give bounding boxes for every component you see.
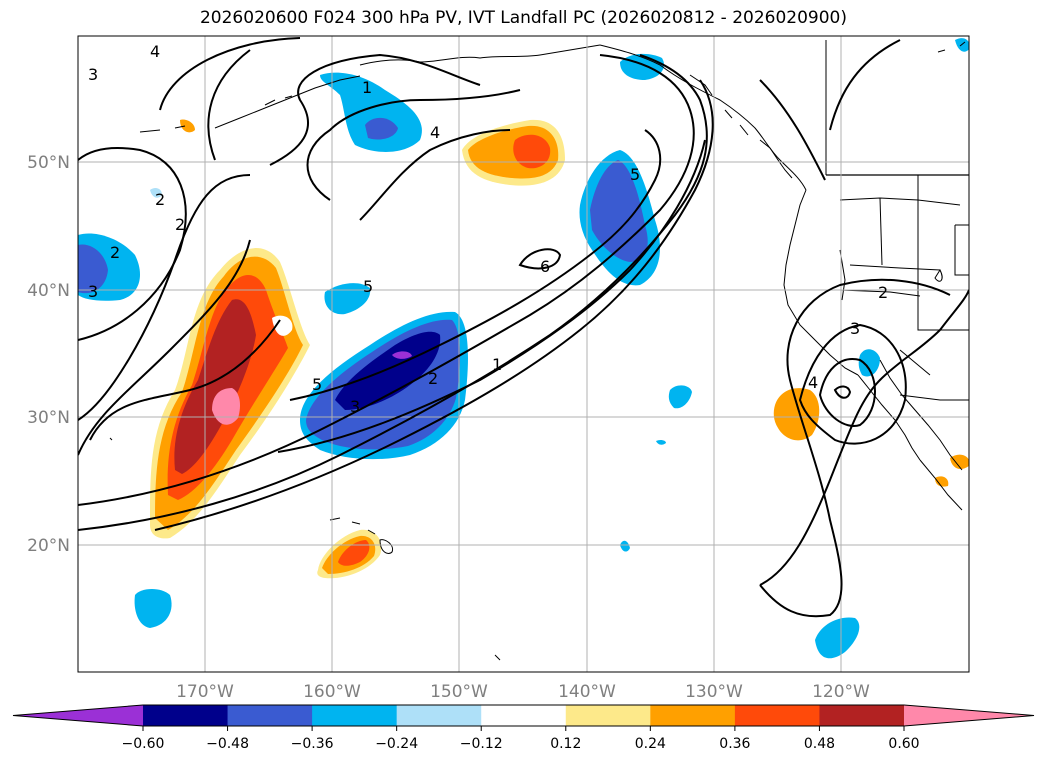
- contour-label: 1: [362, 78, 372, 97]
- contour-label: 5: [630, 165, 640, 184]
- colorbar-tick-label: 0.48: [804, 736, 835, 752]
- contour-label: 5: [363, 277, 373, 296]
- map-frame: [77, 35, 970, 673]
- lon-label-150w: 150°W: [430, 682, 488, 702]
- pv-anomaly-positive-fields: [150, 119, 969, 579]
- contour-label: 4: [430, 123, 440, 142]
- contour-label: 1: [492, 355, 502, 374]
- lon-label-130w: 130°W: [685, 682, 743, 702]
- colorbar-tick-label: 0.24: [635, 736, 666, 752]
- gridlines: [78, 36, 969, 672]
- lat-label-30n: 30°N: [27, 408, 70, 428]
- colorbar-extend-min: [13, 705, 143, 726]
- colorbar-extend-max: [904, 705, 1034, 726]
- figure-title: 2026020600 F024 300 hPa PV, IVT Landfall…: [199, 8, 847, 28]
- lon-label-160w: 160°W: [303, 682, 361, 702]
- colorbar-tick-label: 0.36: [719, 736, 750, 752]
- colorbar-segment: [227, 705, 313, 726]
- lat-label-40n: 40°N: [27, 281, 70, 301]
- colorbar-segment: [819, 705, 905, 726]
- longitude-labels: 170°W 160°W 150°W 140°W 130°W 120°W: [176, 682, 870, 702]
- colorbar-segment: [650, 705, 736, 726]
- contour-label: 4: [808, 373, 818, 392]
- colorbar-segment: [143, 705, 229, 726]
- colorbar: −0.60 −0.48 −0.36 −0.24 −0.12 0.12 0.24 0.36 0.4…: [12, 704, 1035, 752]
- coastlines: [109, 40, 969, 661]
- lat-label-50n: 50°N: [27, 153, 70, 173]
- contour-label: 3: [350, 397, 360, 416]
- lon-label-170w: 170°W: [176, 682, 234, 702]
- colorbar-segment: [734, 705, 820, 726]
- colorbar-tick-label: −0.48: [206, 736, 249, 752]
- contour-label: 6: [540, 257, 550, 276]
- contour-label: 2: [155, 190, 165, 209]
- colorbar-tick-label: −0.24: [375, 736, 418, 752]
- contour-label: 5: [312, 375, 322, 394]
- lon-label-140w: 140°W: [558, 682, 616, 702]
- contour-label: 2: [110, 243, 120, 262]
- colorbar-segment: [565, 705, 651, 726]
- colorbar-segment: [312, 705, 398, 726]
- contour-label: 2: [175, 215, 185, 234]
- colorbar-tick-label: −0.60: [122, 736, 165, 752]
- contour-label: 3: [850, 319, 860, 338]
- contour-label: 2: [878, 283, 888, 302]
- colorbar-segment: [396, 705, 482, 726]
- contour-labels: 4 1 4 3 2 2 5 6 5 5 2 1 3 2 3 4 2 3: [88, 42, 888, 416]
- contour-label: 2: [428, 369, 438, 388]
- contour-label: 4: [150, 42, 160, 61]
- lat-label-20n: 20°N: [27, 536, 70, 556]
- colorbar-tick-label: 0.12: [550, 736, 581, 752]
- contour-label: 3: [88, 282, 98, 301]
- latitude-labels: 50°N 40°N 30°N 20°N: [27, 153, 70, 556]
- colorbar-tick-label: −0.36: [291, 736, 334, 752]
- colorbar-segment: [481, 705, 567, 726]
- ivt-contours: [78, 37, 969, 618]
- colorbar-tick-label: 0.60: [888, 736, 919, 752]
- contour-label: 3: [88, 65, 98, 84]
- map-area: 4 1 4 3 2 2 5 6 5 5 2 1 3 2 3 4 2 3: [78, 36, 969, 672]
- lon-label-120w: 120°W: [812, 682, 870, 702]
- colorbar-tick-label: −0.12: [460, 736, 503, 752]
